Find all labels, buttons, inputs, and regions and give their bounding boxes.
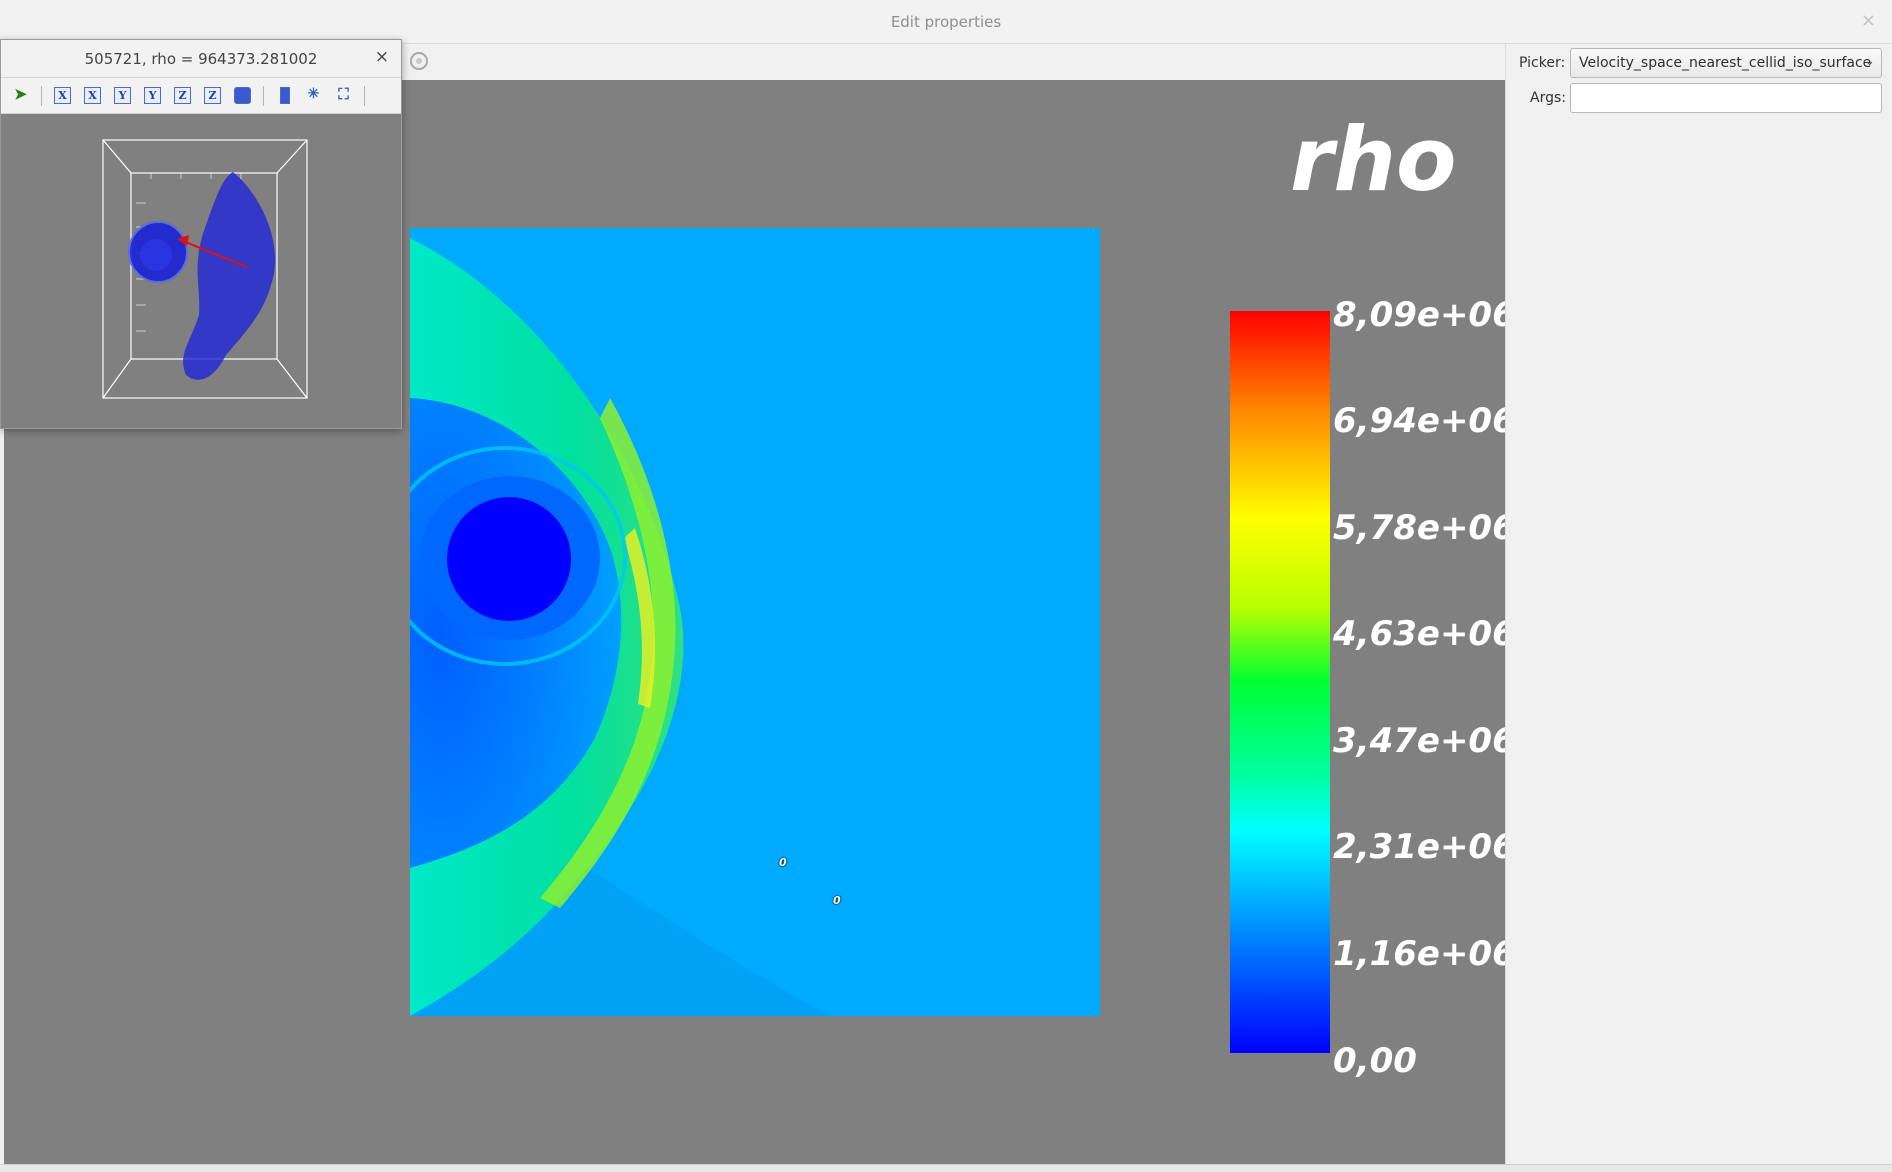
picker-select-value: Velocity_space_nearest_cellid_iso_surfac… <box>1579 55 1872 71</box>
point-info-window[interactable]: 505721, rho = 964373.281002 × ➤ X X Y Y … <box>0 39 402 429</box>
window-title: Edit properties <box>890 13 1002 31</box>
wake-region <box>410 748 830 1016</box>
point-info-3d-view[interactable] <box>1 115 401 428</box>
isometric-view-icon[interactable] <box>234 87 251 104</box>
gear-icon[interactable] <box>410 52 428 70</box>
view-plus-y-icon[interactable]: Y <box>114 87 131 104</box>
colorbar-tick-label: 2,31e+06 <box>1333 827 1516 867</box>
colorbar-tick-label: 5,78e+06 <box>1333 508 1516 548</box>
view-minus-z-icon[interactable]: Z <box>204 87 221 104</box>
view-plus-x-icon[interactable]: X <box>54 87 71 104</box>
view-plus-z-icon[interactable]: Z <box>174 87 191 104</box>
toolbar-separator <box>364 86 365 106</box>
point-info-title: 505721, rho = 964373.281002 <box>84 50 318 68</box>
view-minus-x-icon[interactable]: X <box>84 87 101 104</box>
toolbar-separator <box>41 86 42 106</box>
planet-disc <box>447 497 571 621</box>
args-input[interactable] <box>1570 83 1882 113</box>
shock-front-peak <box>624 528 655 708</box>
density-slice-plot[interactable]: 0 0 <box>410 228 1100 1016</box>
view-minus-y-icon[interactable]: Y <box>144 87 161 104</box>
colorbar-tick-label: 1,16e+06 <box>1333 934 1516 974</box>
colorbar-tick-label: 4,63e+06 <box>1333 614 1516 654</box>
args-label: Args: <box>1530 90 1566 106</box>
colorbar-tick-label: 8,09e+06 <box>1333 295 1516 335</box>
point-info-toolbar: ➤ X X Y Y Z Z ✳ ⛶ <box>1 78 401 114</box>
pick-arrow-icon[interactable]: ➤ <box>14 85 27 103</box>
colorbar-gradient <box>1230 311 1330 1053</box>
colorbar-title: rho <box>1290 108 1457 211</box>
marker-label: 0 <box>779 856 787 869</box>
color-legend-icon[interactable] <box>280 87 290 104</box>
status-strip <box>0 1164 1892 1172</box>
orientation-axes-icon[interactable]: ✳ <box>307 86 320 102</box>
colorbar-tick-label: 0,00 <box>1333 1041 1417 1081</box>
marker-label: 0 <box>833 894 841 907</box>
chevron-down-icon: ⌄ <box>1864 54 1875 69</box>
properties-panel <box>1505 44 1892 1172</box>
density-field-graphic <box>410 238 830 1016</box>
window-titlebar: Edit properties × <box>0 0 1892 44</box>
shock-front <box>540 398 676 908</box>
window-close-icon[interactable]: × <box>1860 10 1876 31</box>
picker-select[interactable]: Velocity_space_nearest_cellid_iso_surfac… <box>1570 48 1882 78</box>
point-info-titlebar[interactable]: 505721, rho = 964373.281002 × <box>1 40 401 78</box>
colorbar-tick-label: 3,47e+06 <box>1333 721 1516 761</box>
picker-label: Picker: <box>1519 55 1566 71</box>
colorbar-tick-label: 6,94e+06 <box>1333 401 1516 441</box>
magnetopause-ring <box>410 446 627 666</box>
3d-box-preview <box>102 139 308 399</box>
zoom-fit-icon[interactable]: ⛶ <box>338 85 349 103</box>
point-info-close-icon[interactable]: × <box>374 47 389 67</box>
toolbar-separator <box>263 86 264 106</box>
